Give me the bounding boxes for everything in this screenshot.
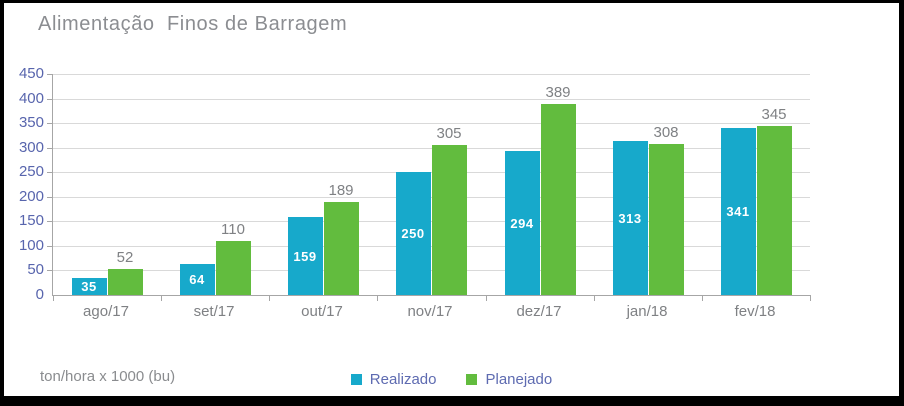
legend-label: Planejado bbox=[485, 371, 553, 388]
bar-value-label: 110 bbox=[221, 221, 245, 238]
bar-planejado-jan-18: 308 bbox=[648, 124, 684, 295]
bar-realizado-nov-17: 250 bbox=[395, 172, 431, 295]
bar-planejado-out-17: 189 bbox=[323, 182, 359, 295]
x-axis-tick bbox=[486, 295, 487, 301]
category-group-out-17: 159 189 bbox=[269, 74, 377, 295]
bar-planejado-dez-17: 389 bbox=[540, 84, 576, 295]
bar-value-label: 250 bbox=[401, 226, 425, 241]
x-axis-label-fev-18: fev/18 bbox=[734, 303, 776, 320]
x-axis-label-dez-17: dez/17 bbox=[516, 303, 562, 320]
bar-value-label: 189 bbox=[328, 182, 354, 199]
bar-value-label: 35 bbox=[81, 279, 97, 294]
bar-value-label: 345 bbox=[761, 106, 787, 123]
bar-value-label: 294 bbox=[510, 215, 534, 231]
y-axis-labels: 0 50 100 150 200 250 300 350 400 450 bbox=[4, 66, 44, 303]
x-axis-label-set-17: set/17 bbox=[193, 303, 235, 320]
chart-title: Alimentação Finos de Barragem bbox=[38, 13, 348, 35]
legend-item-planejado: Planejado bbox=[466, 371, 552, 388]
y-axis-tick bbox=[47, 172, 53, 173]
category-group-fev-18: 341 345 bbox=[702, 74, 810, 295]
y-axis-label-200: 200 bbox=[18, 188, 44, 205]
bar-value-label: 52 bbox=[116, 249, 134, 266]
y-axis-tick bbox=[47, 270, 53, 271]
x-axis-tick bbox=[53, 295, 54, 301]
x-axis-tick bbox=[810, 295, 811, 301]
x-axis-label-ago-17: ago/17 bbox=[83, 303, 129, 320]
bar-value-label: 64 bbox=[189, 272, 205, 287]
bar-planejado-nov-17: 305 bbox=[431, 125, 467, 295]
y-axis-tick bbox=[47, 74, 53, 75]
x-axis-tick bbox=[702, 295, 703, 301]
legend-swatch-realizado bbox=[350, 374, 362, 385]
y-axis-label-150: 150 bbox=[18, 212, 44, 229]
x-axis-tick bbox=[377, 295, 378, 301]
x-axis-label-out-17: out/17 bbox=[301, 303, 343, 320]
y-axis-tick bbox=[47, 221, 53, 222]
category-group-nov-17: 250 305 bbox=[377, 74, 485, 295]
y-axis-label-250: 250 bbox=[18, 163, 44, 180]
y-axis-label-0: 0 bbox=[35, 286, 44, 303]
y-axis-label-300: 300 bbox=[18, 139, 44, 156]
category-group-jan-18: 313 308 bbox=[594, 74, 702, 295]
y-axis-label-50: 50 bbox=[27, 261, 44, 278]
bar-value-label: 341 bbox=[726, 204, 750, 219]
x-axis-labels: ago/17 set/17 out/17 nov/17 dez/17 jan/18 fev/… bbox=[52, 303, 809, 323]
y-axis-label-350: 350 bbox=[18, 114, 44, 131]
category-group-dez-17: 294 389 bbox=[486, 74, 594, 295]
x-axis-label-nov-17: nov/17 bbox=[407, 303, 453, 320]
gridline-400 bbox=[53, 99, 810, 100]
y-axis-tick bbox=[47, 123, 53, 124]
y-axis-tick bbox=[47, 148, 53, 149]
gridline-450 bbox=[53, 74, 810, 75]
legend-swatch-planejado bbox=[466, 374, 478, 385]
y-axis-tick bbox=[47, 99, 53, 100]
bar-realizado-out-17: 159 bbox=[287, 217, 323, 295]
bar-planejado-ago-17: 52 bbox=[107, 249, 143, 295]
legend-item-realizado: Realizado bbox=[350, 371, 437, 388]
legend-label: Realizado bbox=[369, 371, 437, 388]
category-group-set-17: 64 110 bbox=[161, 74, 269, 295]
axis-unit-label: ton/hora x 1000 (bu) bbox=[40, 368, 176, 385]
bar-realizado-fev-18: 341 bbox=[720, 128, 756, 295]
bar-value-label: 159 bbox=[293, 248, 317, 264]
x-axis-tick bbox=[269, 295, 270, 301]
x-axis-tick bbox=[594, 295, 595, 301]
y-axis-label-400: 400 bbox=[18, 90, 44, 107]
y-axis-label-450: 450 bbox=[18, 65, 44, 82]
bar-value-label: 308 bbox=[653, 124, 679, 141]
bar-planejado-set-17: 110 bbox=[215, 221, 251, 295]
y-axis-label-100: 100 bbox=[18, 237, 44, 254]
legend: Realizado Planejado bbox=[4, 371, 899, 388]
plot-area: 35 52 64 110 159 189 250 305 294 389 313 308 341 345 bbox=[47, 74, 811, 301]
x-axis-label-jan-18: jan/18 bbox=[626, 303, 668, 320]
bar-planejado-fev-18: 345 bbox=[756, 106, 792, 295]
bar-realizado-ago-17: 35 bbox=[71, 278, 107, 295]
bar-realizado-dez-17: 294 bbox=[504, 151, 540, 295]
x-axis-tick bbox=[161, 295, 162, 301]
bar-realizado-jan-18: 313 bbox=[612, 141, 648, 295]
bar-realizado-set-17: 64 bbox=[179, 264, 215, 295]
category-group-ago-17: 35 52 bbox=[53, 74, 161, 295]
bar-value-label: 313 bbox=[618, 210, 642, 226]
gridline-350 bbox=[53, 123, 810, 124]
y-axis-tick bbox=[47, 197, 53, 198]
bar-value-label: 389 bbox=[545, 84, 571, 101]
y-axis-tick bbox=[47, 246, 53, 247]
bar-value-label: 305 bbox=[436, 125, 462, 142]
